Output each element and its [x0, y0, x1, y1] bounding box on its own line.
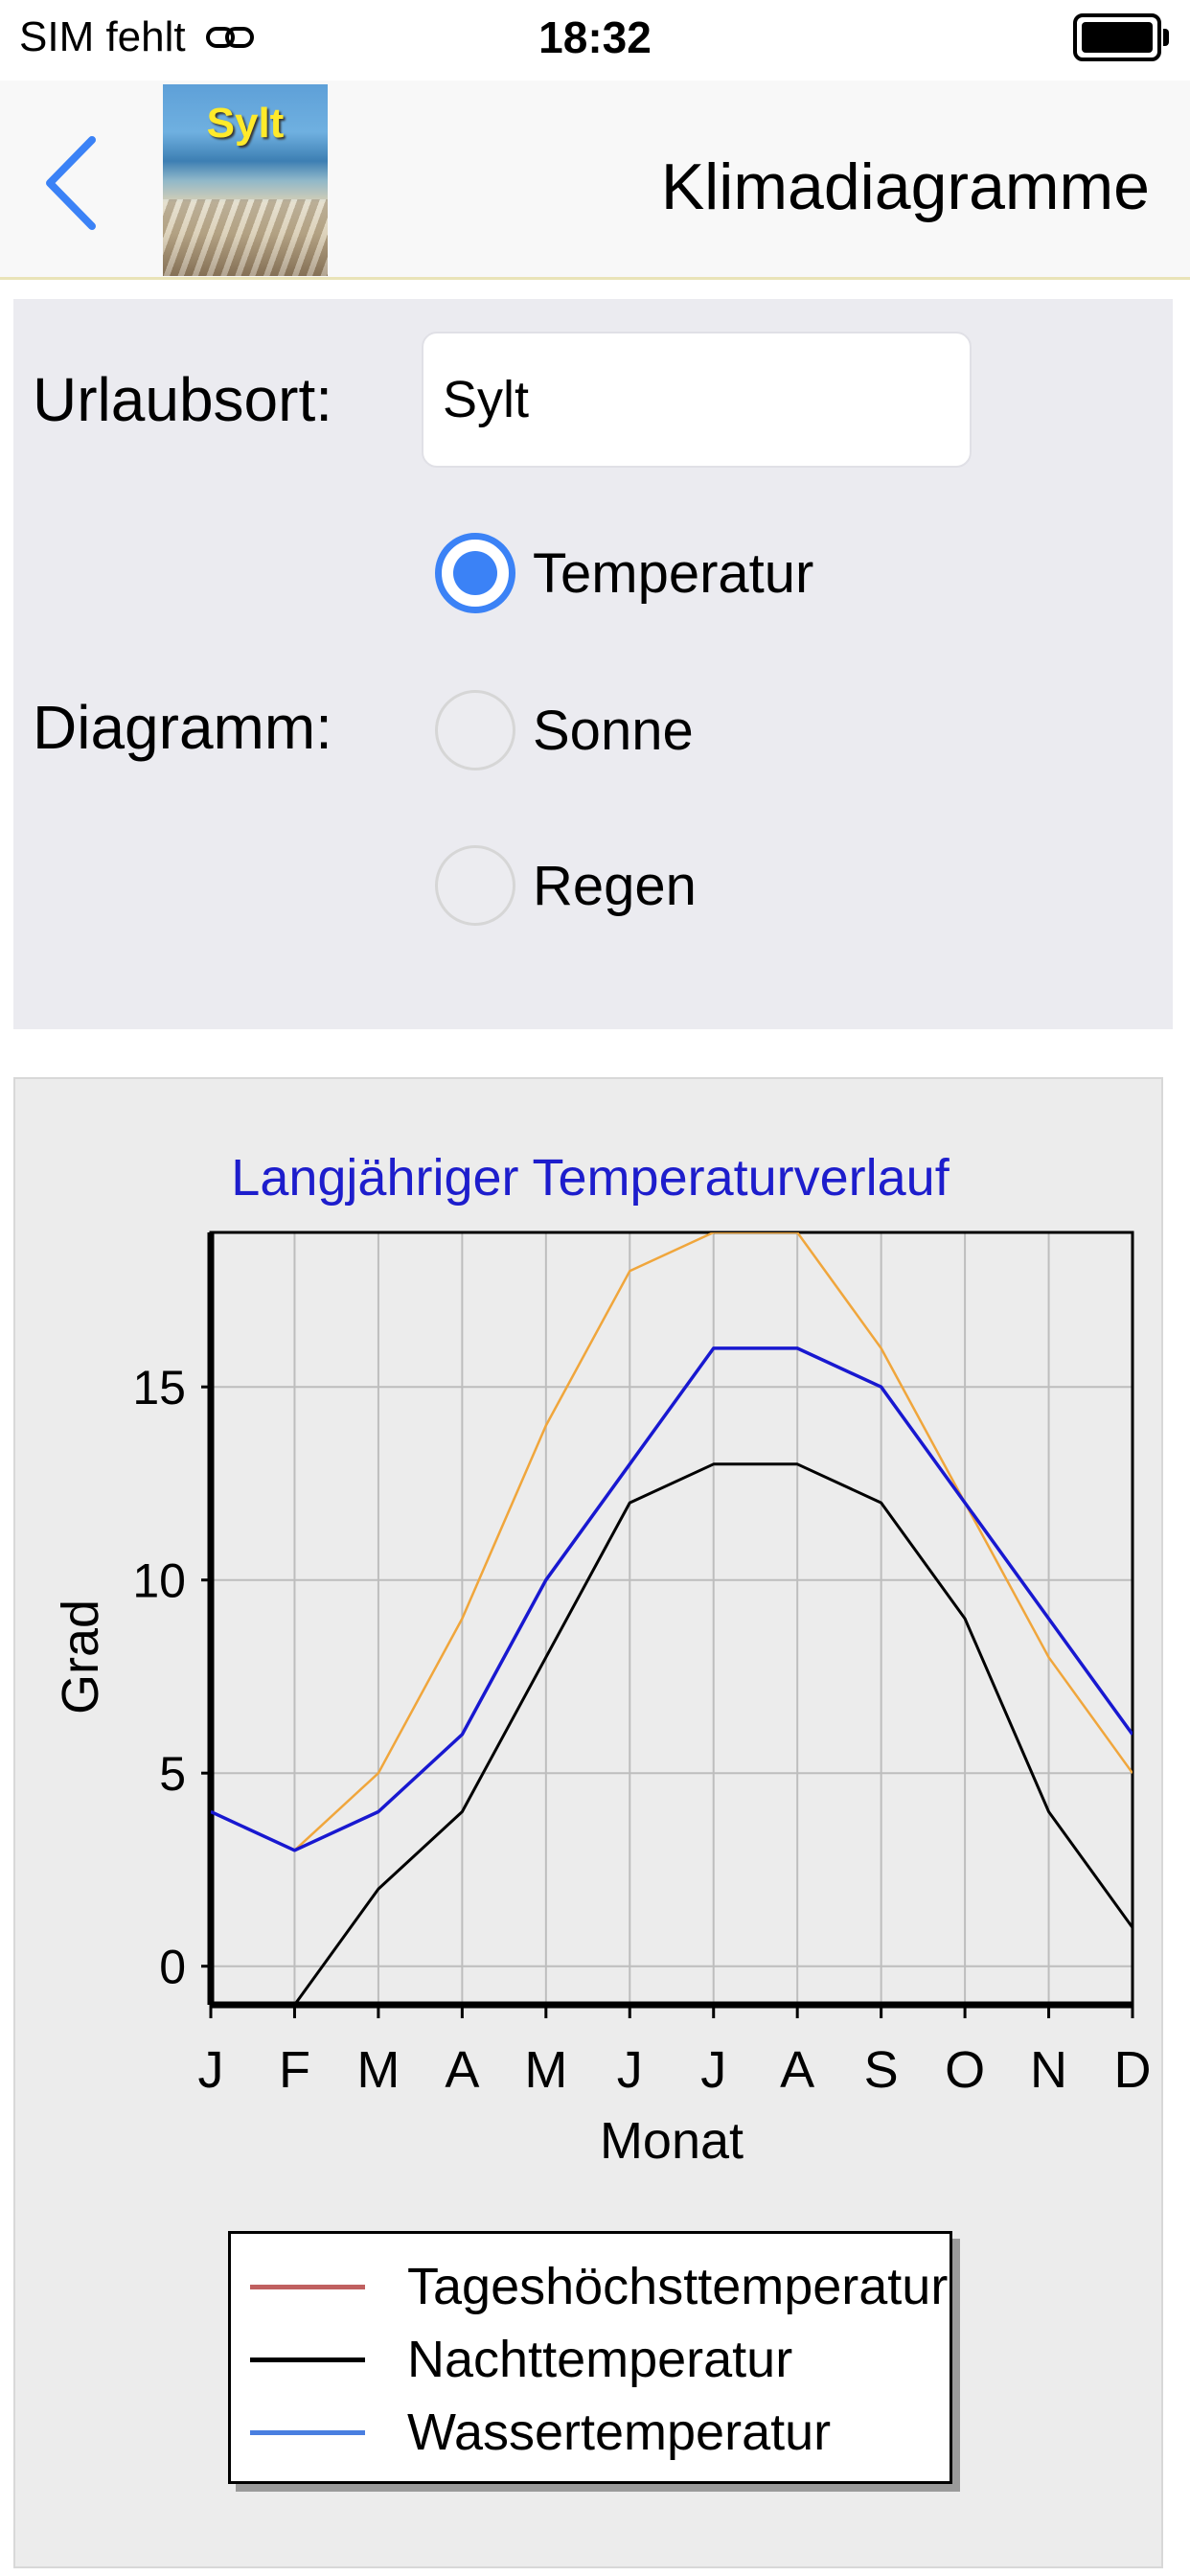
- x-tick-label: A: [445, 2041, 479, 2099]
- x-tick-label: A: [780, 2041, 814, 2099]
- x-tick-label: J: [700, 2041, 726, 2099]
- chart-title: Langjähriger Temperaturverlauf: [231, 1149, 950, 1207]
- legend-label: Tageshöchsttemperatur: [407, 2258, 949, 2315]
- status-time: 18:32: [538, 12, 652, 62]
- y-tick-label: 15: [132, 1361, 186, 1414]
- nav-bar: Sylt Klimadiagramme: [0, 80, 1190, 280]
- chevron-left-icon: [46, 136, 96, 230]
- y-tick-label: 0: [159, 1941, 186, 1994]
- battery-icon: [1073, 13, 1169, 61]
- thumbnail-label: Sylt: [206, 100, 285, 147]
- link-icon: [205, 27, 254, 48]
- location-label: Urlaubsort:: [33, 365, 332, 434]
- y-tick-label: 5: [159, 1747, 186, 1801]
- status-carrier: SIM fehlt: [19, 13, 255, 61]
- settings-form: Urlaubsort: Sylt Diagramm: Temperatur So…: [13, 299, 1173, 1029]
- page-title: Klimadiagramme: [660, 150, 1150, 223]
- chart-panel: Langjähriger Temperaturverlauf 0 5 10 15 J F M…: [13, 1077, 1163, 2568]
- y-tick-label: 10: [132, 1554, 186, 1608]
- status-bar: SIM fehlt 18:32: [0, 0, 1190, 80]
- x-tick-label: N: [1030, 2041, 1067, 2099]
- radio-sonne-indicator[interactable]: [435, 690, 515, 770]
- radio-temperatur-label: Temperatur: [533, 541, 814, 605]
- legend-label: Nachttemperatur: [407, 2331, 793, 2388]
- diagram-label: Diagramm:: [33, 693, 332, 762]
- radio-regen-label: Regen: [533, 854, 697, 917]
- x-tick-label: O: [945, 2041, 985, 2099]
- x-tick-label: D: [1114, 2041, 1152, 2099]
- location-thumbnail: Sylt: [163, 84, 328, 276]
- x-tick-label: S: [864, 2041, 899, 2099]
- legend-swatch-water: [250, 2429, 365, 2435]
- legend-label: Wassertemperatur: [407, 2404, 832, 2461]
- legend-swatch-night: [250, 2357, 365, 2362]
- legend-swatch-day: [250, 2284, 365, 2289]
- legend-item: Wassertemperatur: [250, 2397, 831, 2468]
- radio-sonne-label: Sonne: [533, 699, 694, 762]
- y-axis-title: Grad: [52, 1599, 109, 1714]
- series-line-nacht: [211, 1462, 1133, 2005]
- radio-temperatur[interactable]: Temperatur: [435, 525, 813, 621]
- series-line-tageshoechst: [211, 1232, 1133, 1852]
- x-tick-label: M: [524, 2041, 567, 2099]
- back-button[interactable]: [38, 130, 115, 236]
- series-line-wasser: [211, 1346, 1133, 1852]
- radio-sonne[interactable]: Sonne: [435, 682, 694, 778]
- legend-item: Nachttemperatur: [250, 2324, 792, 2395]
- x-tick-label: J: [617, 2041, 643, 2099]
- radio-regen-indicator[interactable]: [435, 845, 515, 926]
- x-axis-title: Monat: [600, 2112, 744, 2170]
- x-tick-label: J: [198, 2041, 224, 2099]
- x-tick-label: F: [279, 2041, 310, 2099]
- radio-regen[interactable]: Regen: [435, 838, 697, 933]
- chart-legend: Tageshöchsttemperatur Nachttemperatur Wa…: [228, 2231, 952, 2484]
- carrier-text: SIM fehlt: [19, 13, 186, 60]
- legend-item: Tageshöchsttemperatur: [250, 2251, 948, 2322]
- location-input[interactable]: Sylt: [422, 332, 972, 468]
- plot-area: [211, 1232, 1133, 2005]
- radio-temperatur-indicator[interactable]: [435, 533, 515, 613]
- x-tick-label: M: [356, 2041, 400, 2099]
